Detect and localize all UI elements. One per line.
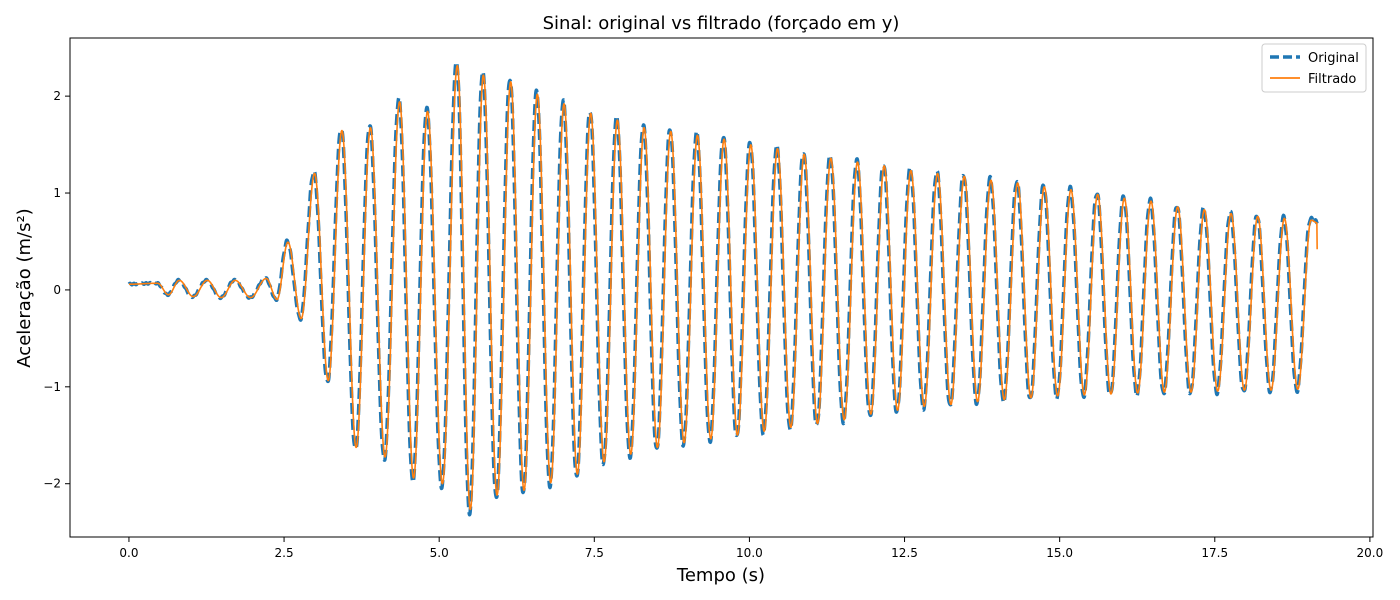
y-tick-label: 2	[53, 89, 61, 103]
chart-title: Sinal: original vs filtrado (forçado em …	[543, 13, 900, 34]
y-axis-ticks: −2 −1 0 1 2	[43, 89, 70, 491]
x-axis-ticks: 0.0 2.5 5.0 7.5 10.0 12.5 15.0 17.5 20.0	[119, 537, 1383, 560]
y-tick-label: 0	[53, 283, 61, 297]
y-tick-label: 1	[53, 186, 61, 200]
x-tick-label: 0.0	[119, 546, 138, 560]
y-axis-label: Aceleração (m/s²)	[14, 208, 35, 367]
legend: Original Filtrado	[1261, 43, 1367, 93]
x-tick-label: 17.5	[1201, 546, 1228, 560]
series-filtrado-line	[128, 64, 1318, 511]
x-tick-label: 2.5	[275, 546, 294, 560]
y-tick-label: −1	[43, 380, 61, 394]
series-original-line	[127, 60, 1319, 517]
x-tick-label: 15.0	[1046, 546, 1073, 560]
x-tick-label: 12.5	[891, 546, 918, 560]
y-tick-label: −2	[43, 477, 61, 491]
x-tick-label: 20.0	[1357, 546, 1384, 560]
series-layer	[127, 60, 1319, 517]
x-tick-label: 5.0	[430, 546, 449, 560]
legend-label-filtrado: Filtrado	[1308, 72, 1356, 87]
x-axis-label: Tempo (s)	[676, 565, 765, 586]
legend-label-original: Original	[1308, 51, 1359, 66]
x-tick-label: 7.5	[585, 546, 604, 560]
axes-frame	[69, 37, 1374, 538]
x-tick-label: 10.0	[736, 546, 763, 560]
plot-area	[69, 37, 1374, 538]
